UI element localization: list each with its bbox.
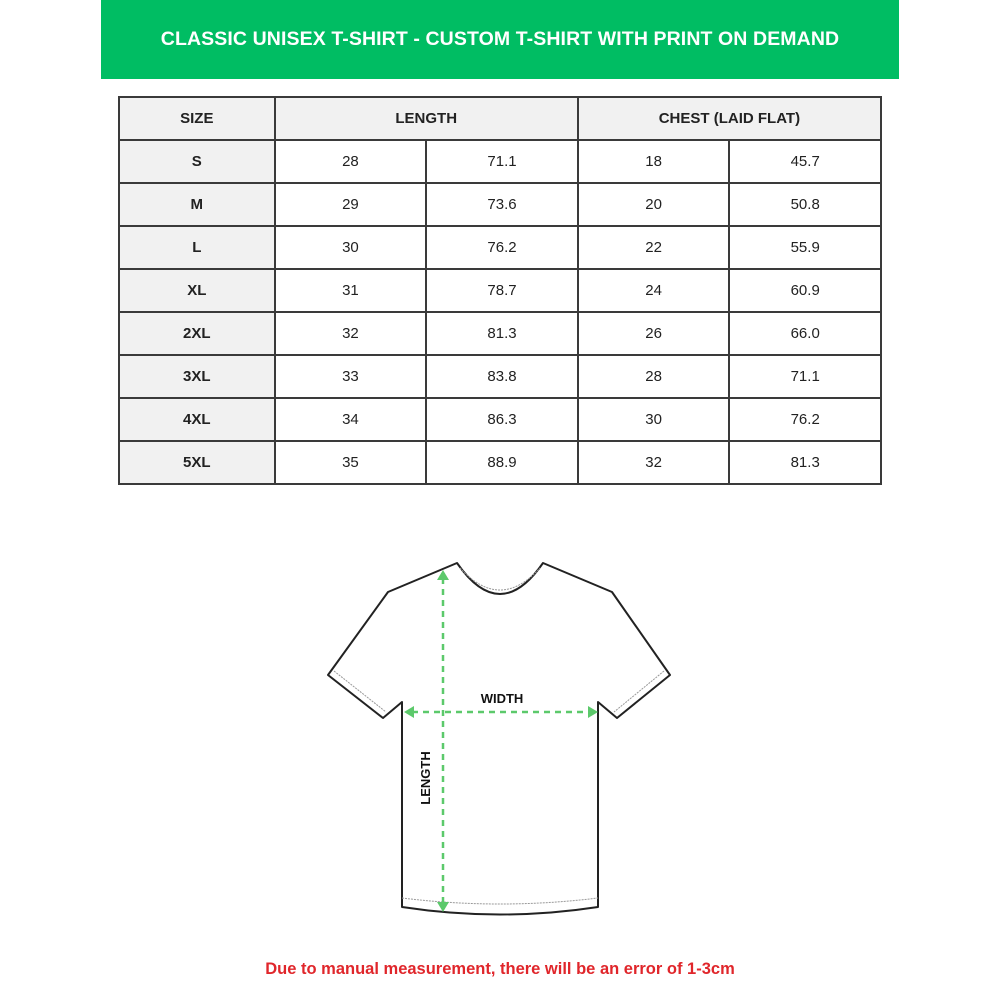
tshirt-outline bbox=[327, 562, 671, 916]
table-row: 2XL 32 81.3 26 66.0 bbox=[118, 311, 882, 356]
table-row: 4XL 34 86.3 30 76.2 bbox=[118, 397, 882, 442]
length-arrow bbox=[437, 570, 449, 912]
size-chart-table: SIZE LENGTH CHEST (LAID FLAT) S 28 71.1 18 4… bbox=[118, 96, 883, 485]
page-title: CLASSIC UNISEX T-SHIRT - CUSTOM T-SHIRT … bbox=[160, 28, 840, 50]
chest-inches-cell: 20 bbox=[576, 182, 731, 227]
chest-inches-cell: 32 bbox=[576, 440, 731, 485]
length-cm-cell: 71.1 bbox=[425, 139, 579, 184]
width-label: WIDTH bbox=[481, 691, 524, 706]
header-length: LENGTH bbox=[273, 96, 579, 141]
arrow-up-icon bbox=[437, 570, 449, 580]
chest-inches-cell: 18 bbox=[576, 139, 731, 184]
size-cell: 2XL bbox=[118, 311, 276, 356]
table-row: 3XL 33 83.8 28 71.1 bbox=[118, 354, 882, 399]
table-row: L 30 76.2 22 55.9 bbox=[118, 225, 882, 270]
chest-inches-cell: 24 bbox=[576, 268, 731, 313]
arrow-down-icon bbox=[437, 902, 449, 912]
size-cell: S bbox=[118, 139, 276, 184]
table-row: 5XL 35 88.9 32 81.3 bbox=[118, 440, 882, 485]
length-cm-cell: 76.2 bbox=[425, 225, 579, 270]
chest-cm-cell: 60.9 bbox=[728, 268, 882, 313]
header-chest: CHEST (LAID FLAT) bbox=[576, 96, 883, 141]
length-cm-cell: 73.6 bbox=[425, 182, 579, 227]
length-cm-cell: 83.8 bbox=[425, 354, 579, 399]
table-header-row: SIZE LENGTH CHEST (LAID FLAT) bbox=[118, 96, 883, 141]
length-label: LENGTH bbox=[418, 751, 433, 804]
chest-inches-cell: 26 bbox=[576, 311, 731, 356]
arrow-right-icon bbox=[588, 706, 598, 718]
chest-inches-cell: 28 bbox=[576, 354, 731, 399]
length-inches-cell: 34 bbox=[273, 397, 428, 442]
length-cm-cell: 81.3 bbox=[425, 311, 579, 356]
chest-cm-cell: 45.7 bbox=[728, 139, 882, 184]
length-inches-cell: 28 bbox=[273, 139, 428, 184]
size-cell: 4XL bbox=[118, 397, 276, 442]
length-inches-cell: 29 bbox=[273, 182, 428, 227]
length-inches-cell: 33 bbox=[273, 354, 428, 399]
chest-cm-cell: 55.9 bbox=[728, 225, 882, 270]
chest-cm-cell: 76.2 bbox=[728, 397, 882, 442]
length-inches-cell: 30 bbox=[273, 225, 428, 270]
chest-cm-cell: 81.3 bbox=[728, 440, 882, 485]
chest-inches-cell: 30 bbox=[576, 397, 731, 442]
chest-cm-cell: 50.8 bbox=[728, 182, 882, 227]
length-cm-cell: 88.9 bbox=[425, 440, 579, 485]
size-cell: XL bbox=[118, 268, 276, 313]
size-cell: 5XL bbox=[118, 440, 276, 485]
length-inches-cell: 31 bbox=[273, 268, 428, 313]
size-cell: M bbox=[118, 182, 276, 227]
width-arrow bbox=[404, 706, 598, 718]
chest-cm-cell: 66.0 bbox=[728, 311, 882, 356]
table-row: S 28 71.1 18 45.7 bbox=[118, 139, 882, 184]
table-row: XL 31 78.7 24 60.9 bbox=[118, 268, 882, 313]
chest-inches-cell: 22 bbox=[576, 225, 731, 270]
size-cell: 3XL bbox=[118, 354, 276, 399]
size-cell: L bbox=[118, 225, 276, 270]
length-inches-cell: 35 bbox=[273, 440, 428, 485]
title-banner: CLASSIC UNISEX T-SHIRT - CUSTOM T-SHIRT … bbox=[101, 0, 899, 79]
length-cm-cell: 78.7 bbox=[425, 268, 579, 313]
arrow-left-icon bbox=[404, 706, 414, 718]
length-inches-cell: 32 bbox=[273, 311, 428, 356]
table-row: M 29 73.6 20 50.8 bbox=[118, 182, 882, 227]
chest-cm-cell: 71.1 bbox=[728, 354, 882, 399]
measurement-note: Due to manual measurement, there will be… bbox=[265, 960, 735, 978]
header-size: SIZE bbox=[118, 96, 276, 141]
length-cm-cell: 86.3 bbox=[425, 397, 579, 442]
